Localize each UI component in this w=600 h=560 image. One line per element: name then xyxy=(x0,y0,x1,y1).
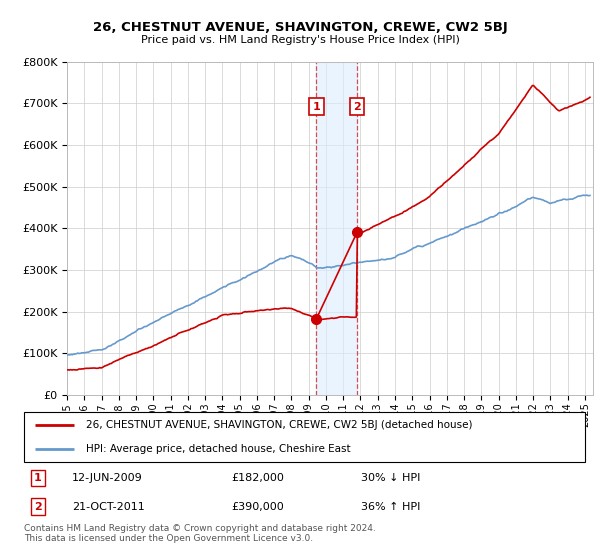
Text: 21-OCT-2011: 21-OCT-2011 xyxy=(71,502,145,511)
Text: 30% ↓ HPI: 30% ↓ HPI xyxy=(361,473,420,483)
Text: £390,000: £390,000 xyxy=(232,502,284,511)
Text: 1: 1 xyxy=(313,101,320,111)
Text: Contains HM Land Registry data © Crown copyright and database right 2024.
This d: Contains HM Land Registry data © Crown c… xyxy=(24,524,376,543)
Text: 12-JUN-2009: 12-JUN-2009 xyxy=(71,473,142,483)
Text: 1: 1 xyxy=(34,473,42,483)
Text: Price paid vs. HM Land Registry's House Price Index (HPI): Price paid vs. HM Land Registry's House … xyxy=(140,35,460,45)
Text: HPI: Average price, detached house, Cheshire East: HPI: Average price, detached house, Ches… xyxy=(86,444,350,454)
Text: 26, CHESTNUT AVENUE, SHAVINGTON, CREWE, CW2 5BJ: 26, CHESTNUT AVENUE, SHAVINGTON, CREWE, … xyxy=(92,21,508,34)
Bar xyxy=(316,62,357,395)
Text: 2: 2 xyxy=(34,502,42,511)
Text: 36% ↑ HPI: 36% ↑ HPI xyxy=(361,502,420,511)
Text: 26, CHESTNUT AVENUE, SHAVINGTON, CREWE, CW2 5BJ (detached house): 26, CHESTNUT AVENUE, SHAVINGTON, CREWE, … xyxy=(86,419,472,430)
Text: 2: 2 xyxy=(353,101,361,111)
FancyBboxPatch shape xyxy=(24,412,585,462)
Text: £182,000: £182,000 xyxy=(232,473,284,483)
